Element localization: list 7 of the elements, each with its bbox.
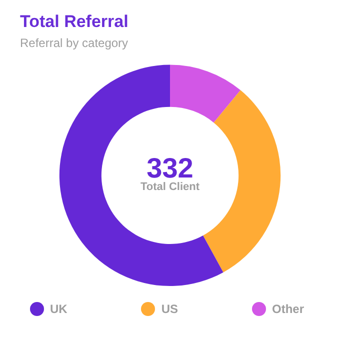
legend-label: US <box>161 302 178 316</box>
legend-label: UK <box>50 302 68 316</box>
chart-subtitle: Referral by category <box>20 36 128 50</box>
text: Total Client <box>140 180 200 193</box>
text: 332 <box>146 152 194 184</box>
legend-label: Other <box>272 302 304 316</box>
chart-title: Total Referral <box>20 12 128 31</box>
